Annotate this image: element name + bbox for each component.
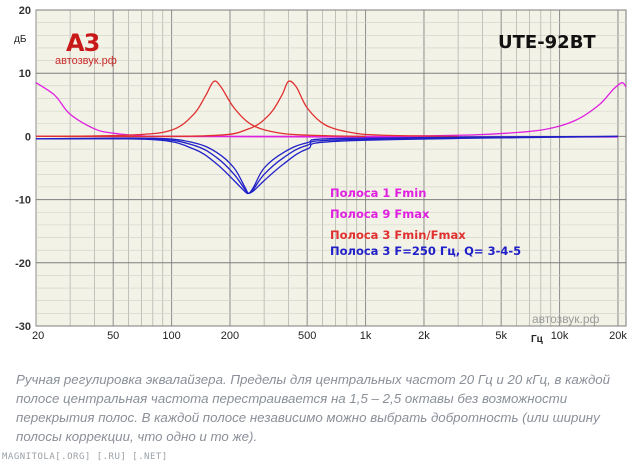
series-line-3 <box>35 80 459 138</box>
x-tick-label: 20 <box>32 330 44 342</box>
caption-text: Ручная регулировка эквалайзера. Пределы … <box>16 372 611 444</box>
y-tick-label: -20 <box>15 258 31 270</box>
series-curves <box>35 80 627 195</box>
series-line-1 <box>35 82 627 138</box>
legend-entry: Полоса 3 F=250 Гц, Q= 3-4-5 <box>330 244 522 258</box>
y-tick-label: -30 <box>15 321 31 333</box>
x-tick-label: 100 <box>162 330 180 342</box>
x-tick-label: 200 <box>221 330 239 342</box>
legend-entry: Полоса 9 Fmax <box>330 207 430 221</box>
brand-logo: A3 <box>66 29 100 57</box>
x-tick-label: 1k <box>360 330 372 342</box>
plot-area <box>35 9 627 327</box>
x-tick-label: 20k <box>609 330 627 342</box>
footer-text: MAGNITOLA[.ORG] [.RU] [.NET] <box>2 452 168 462</box>
y-tick-label: 20 <box>19 5 31 17</box>
y-tick-label: 0 <box>25 131 31 143</box>
x-tick-labels: 20 50 100 200 500 1k 2k 5k 10k 20k <box>32 330 627 342</box>
device-model: UTE-92BT <box>498 32 596 53</box>
brand-logo-subtext: автозвук.рф <box>55 55 117 67</box>
x-tick-label: 5k <box>495 330 507 342</box>
x-tick-label: 2k <box>418 330 430 342</box>
y-tick-label: 10 <box>19 68 31 80</box>
series-line-6 <box>35 135 619 195</box>
legend-entry: Полоса 1 Fmin <box>330 186 427 200</box>
x-tick-label: 50 <box>107 330 119 342</box>
watermark-text: автозвук.рф <box>532 312 600 326</box>
series-line-0 <box>35 82 619 138</box>
x-tick-label: 10k <box>551 330 569 342</box>
grid <box>35 9 626 327</box>
x-tick-label: 500 <box>298 330 316 342</box>
legend-entry: Полоса 3 Fmin/Fmax <box>330 228 466 242</box>
y-axis-label: дБ <box>14 34 27 45</box>
series-line-2 <box>35 80 366 138</box>
y-tick-labels: 20 10 0 -10 -20 -30 <box>15 5 31 333</box>
x-axis-label: Гц <box>531 334 544 345</box>
y-tick-label: -10 <box>15 195 31 207</box>
